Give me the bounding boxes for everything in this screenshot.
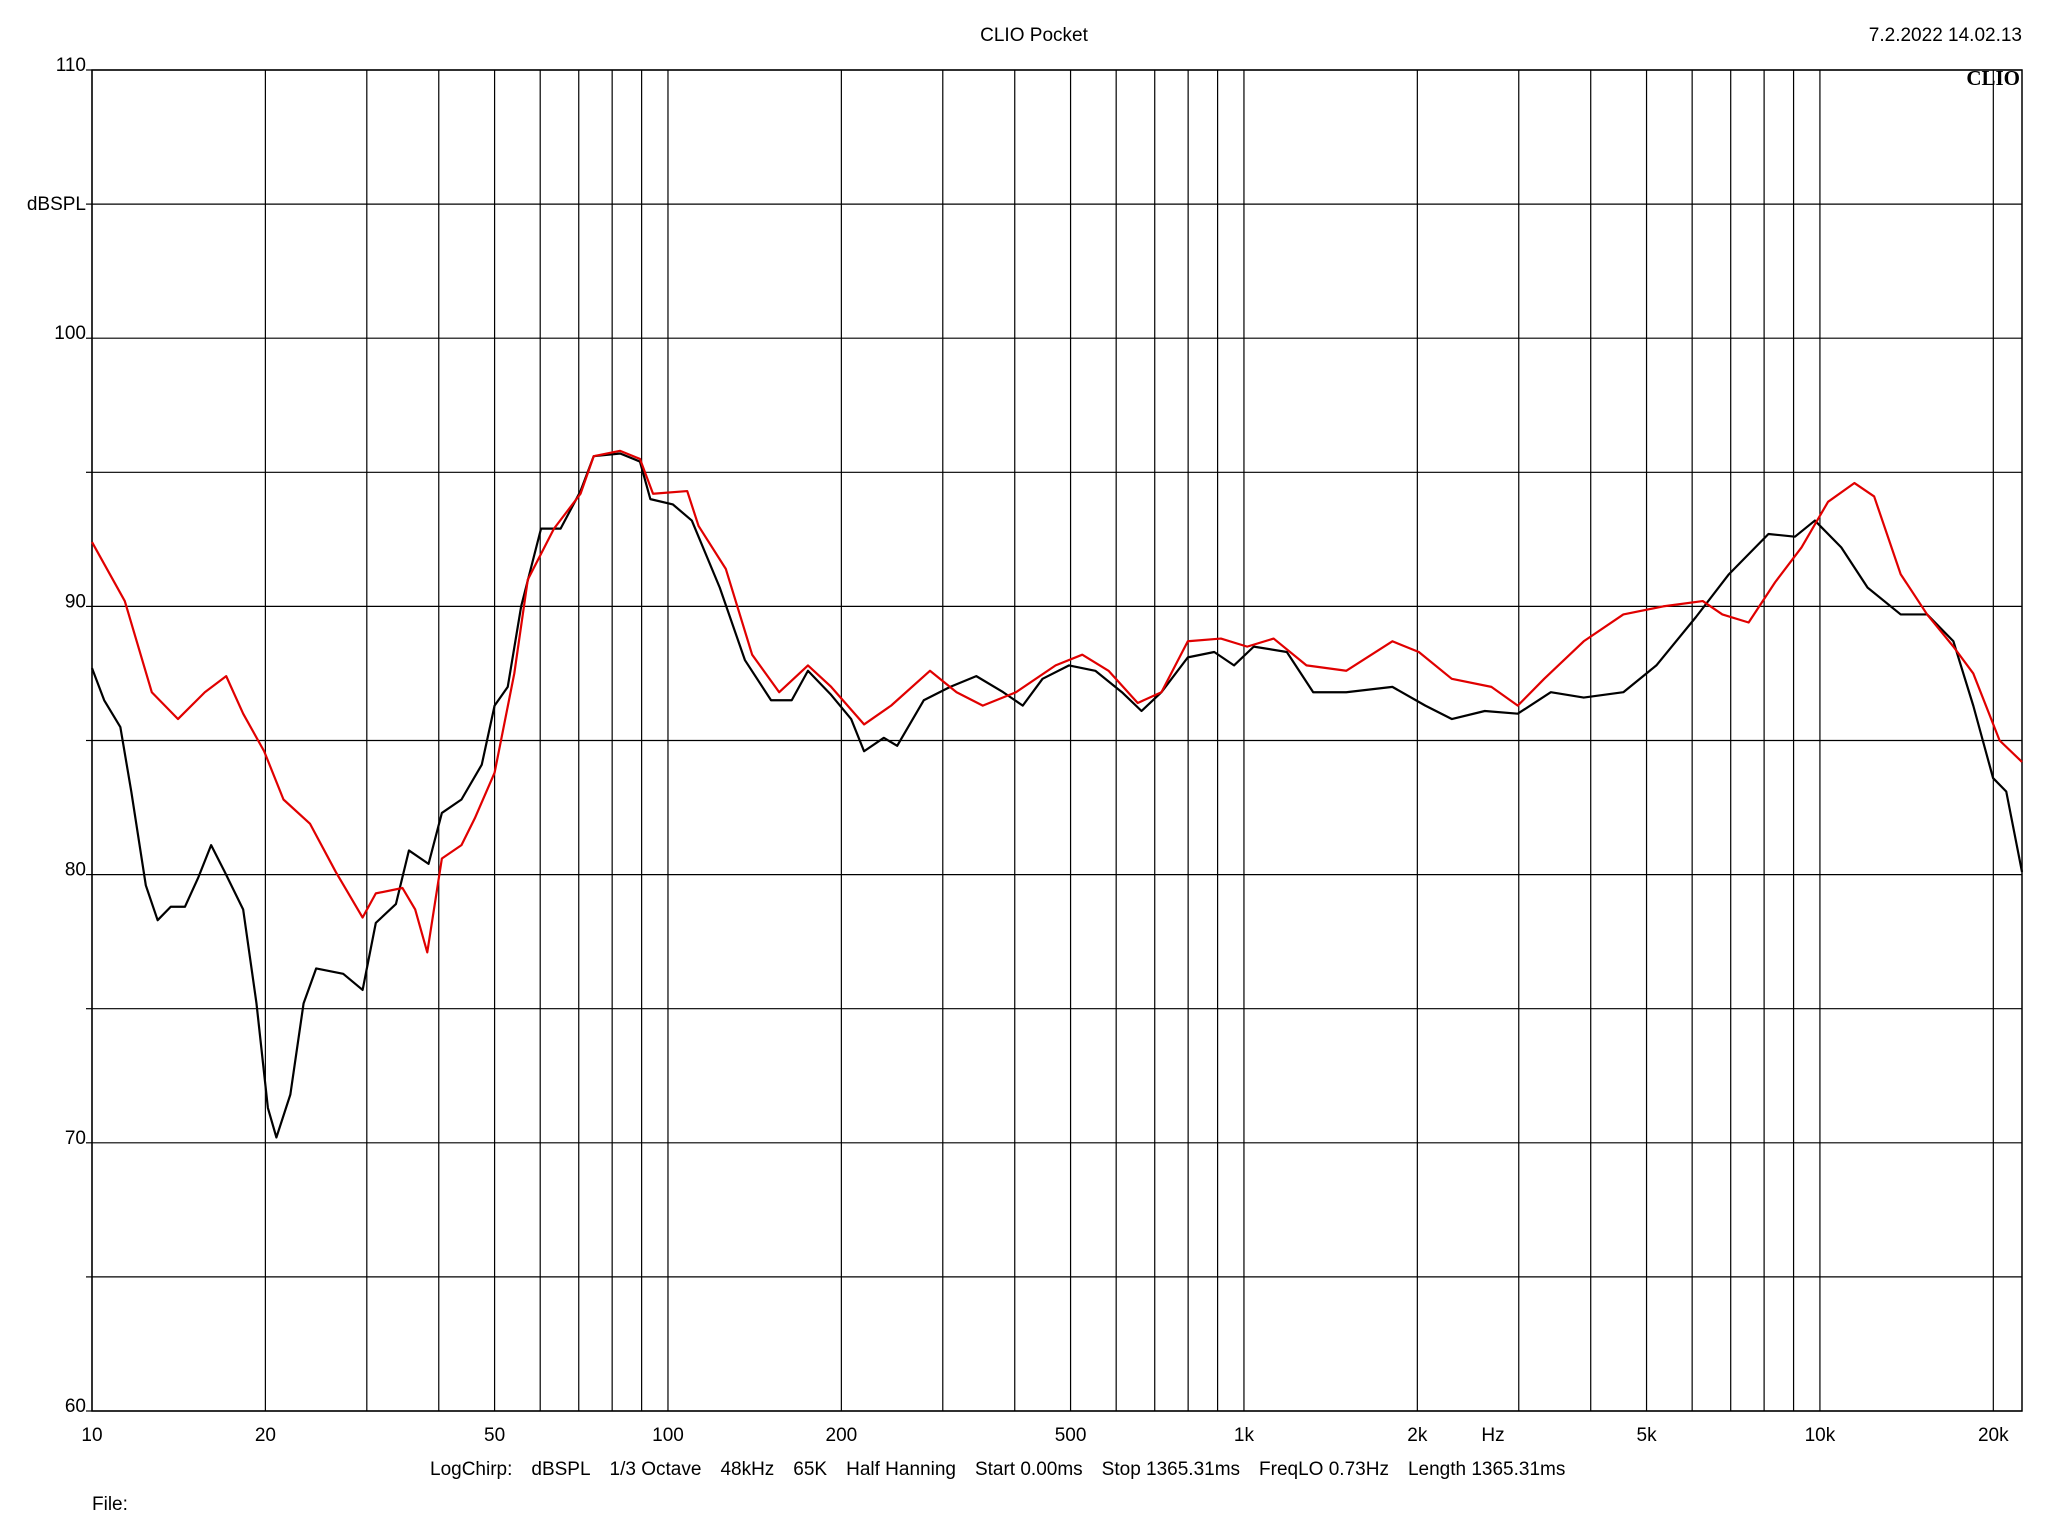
x-tick-label: 500 — [1055, 1425, 1087, 1446]
setting: Length 1365.31ms — [1408, 1459, 1565, 1480]
y-axis-label: dBSPL — [27, 194, 86, 215]
setting: Start 0.00ms — [975, 1459, 1083, 1480]
y-tick-label: 80 — [65, 860, 86, 881]
x-tick-label: 5k — [1637, 1425, 1658, 1446]
setting: 65K — [793, 1459, 827, 1480]
x-tick-label: 10k — [1805, 1425, 1836, 1446]
setting: Stop 1365.31ms — [1102, 1459, 1240, 1480]
x-tick-label: 10 — [81, 1425, 102, 1446]
series-line — [90, 452, 2024, 1139]
x-tick-label: 1k — [1234, 1425, 1255, 1446]
x-tick-label: 20 — [255, 1425, 276, 1446]
x-axis-label: Hz — [1481, 1425, 1504, 1446]
x-tick-label: 20k — [1978, 1425, 2009, 1446]
y-tick-label: 100 — [54, 323, 86, 344]
setting: 48kHz — [720, 1459, 774, 1480]
y-tick-label: 60 — [65, 1396, 86, 1417]
series-line — [91, 449, 2023, 954]
x-tick-label: 2k — [1407, 1425, 1428, 1446]
file-label: File: — [92, 1494, 128, 1515]
plot-frame — [91, 69, 2023, 1412]
y-tick-label: 90 — [65, 591, 86, 612]
x-tick-label: 200 — [826, 1425, 858, 1446]
x-tick-label: 100 — [652, 1425, 684, 1446]
setting: LogChirp: — [430, 1459, 512, 1480]
chart-title: CLIO Pocket — [980, 25, 1088, 46]
y-tick-label: 110 — [56, 55, 86, 76]
setting: Half Hanning — [846, 1459, 956, 1480]
setting: 1/3 Octave — [610, 1459, 702, 1480]
y-tick-label: 70 — [65, 1128, 86, 1149]
setting: FreqLO 0.73Hz — [1259, 1459, 1389, 1480]
setting: dBSPL — [531, 1459, 590, 1480]
date: 7.2.2022 14.02.13 — [1869, 25, 2022, 46]
x-tick-label: 50 — [484, 1425, 505, 1446]
